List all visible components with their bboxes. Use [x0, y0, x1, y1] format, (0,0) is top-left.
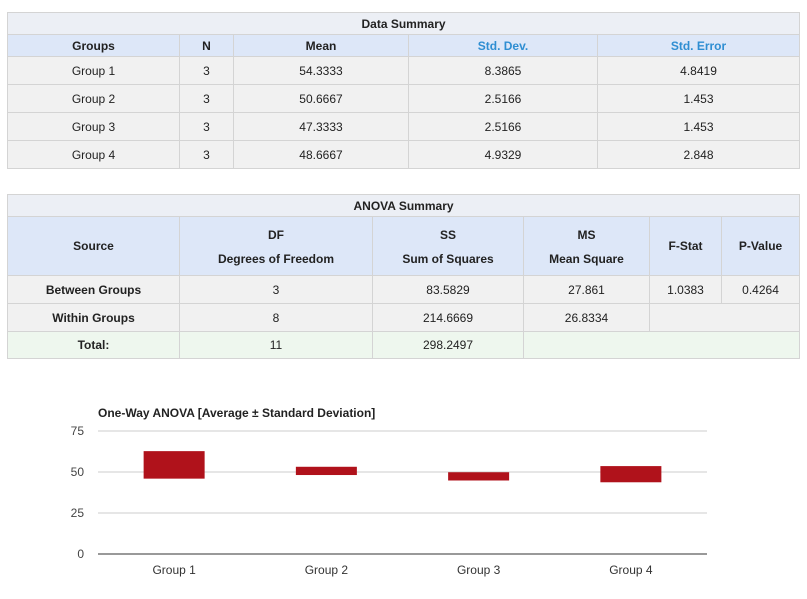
- p-value: 0.4264: [720, 275, 801, 304]
- group-name: Group 3: [7, 112, 180, 141]
- col-header-df: Degrees of Freedom DF: [179, 216, 373, 276]
- between-df: 3: [179, 275, 373, 304]
- col-header-ms: Mean Square MS: [523, 216, 650, 276]
- group-n: 3: [179, 140, 234, 169]
- df-header-top: Degrees of Freedom: [217, 252, 335, 266]
- x-tick-label: Group 4: [609, 563, 653, 577]
- table-row: Group 4 3 48.6667 4.9329 2.848: [7, 140, 801, 169]
- within-ms: 26.8334: [523, 303, 650, 332]
- col-header-groups: Groups: [7, 34, 180, 57]
- empty-cell: [648, 303, 801, 332]
- anova-summary-table: ANOVA Summary Source Degrees of Freedom …: [6, 194, 801, 359]
- group-n: 3: [179, 84, 234, 113]
- bar-group-1[interactable]: [143, 451, 205, 479]
- chart-title: One-Way ANOVA [Average ± Standard Deviat…: [98, 406, 375, 420]
- y-tick-label: 25: [71, 506, 85, 520]
- y-tick-label: 50: [71, 465, 85, 479]
- col-header-std-dev[interactable]: Std. Dev.: [408, 34, 598, 57]
- col-header-std-error[interactable]: Std. Error: [596, 34, 801, 57]
- bar-group-4[interactable]: [600, 466, 662, 483]
- between-ss: 83.5829: [372, 275, 524, 304]
- table-row: Between Groups 3 83.5829 27.861 1.0383 0…: [7, 275, 801, 304]
- between-ms: 27.861: [523, 275, 650, 304]
- group-std-error: 1.453: [596, 112, 801, 141]
- x-tick-label: Group 2: [305, 563, 349, 577]
- bar-group-3[interactable]: [448, 472, 510, 481]
- group-mean: 54.3333: [233, 56, 409, 85]
- table-row: Group 3 3 47.3333 2.5166 1.453: [7, 112, 801, 141]
- group-mean: 48.6667: [233, 140, 409, 169]
- source-label: Between Groups: [7, 275, 180, 304]
- total-ss: 298.2497: [372, 331, 524, 359]
- ms-header-bottom: MS: [577, 228, 596, 242]
- empty-cell: [522, 331, 801, 359]
- total-df: 11: [179, 331, 373, 359]
- col-header-ss: Sum of Squares SS: [372, 216, 524, 276]
- group-n: 3: [179, 56, 234, 85]
- anova-chart: One-Way ANOVA [Average ± Standard Deviat…: [71, 406, 707, 577]
- col-header-mean: Mean: [233, 34, 409, 57]
- col-header-n: N: [179, 34, 234, 57]
- within-df: 8: [179, 303, 373, 332]
- data-summary-title: Data Summary: [6, 12, 801, 35]
- group-std-dev: 8.3865: [408, 56, 598, 85]
- group-std-error: 1.453: [596, 84, 801, 113]
- group-std-dev: 2.5166: [408, 112, 598, 141]
- data-summary-table: Data Summary Groups N Mean Std. Dev. Std…: [6, 12, 801, 169]
- table-row: Within Groups 8 214.6669 26.8334: [7, 303, 801, 332]
- y-tick-label: 0: [77, 547, 84, 561]
- group-std-error: 4.8419: [596, 56, 801, 85]
- table-row: Group 2 3 50.6667 2.5166 1.453: [7, 84, 801, 113]
- ms-header-top: Mean Square: [549, 252, 624, 266]
- col-header-source: Source: [7, 216, 180, 276]
- group-n: 3: [179, 112, 234, 141]
- group-name: Group 2: [7, 84, 180, 113]
- table-row: Total: 11 298.2497: [7, 331, 801, 359]
- ss-header-bottom: SS: [439, 228, 456, 242]
- group-std-dev: 4.9329: [408, 140, 598, 169]
- group-mean: 47.3333: [233, 112, 409, 141]
- group-name: Group 1: [7, 56, 180, 85]
- x-tick-label: Group 3: [457, 563, 501, 577]
- df-header-bottom: DF: [268, 228, 284, 242]
- table-row: Group 1 3 54.3333 8.3865 4.8419: [7, 56, 801, 85]
- x-tick-label: Group 1: [152, 563, 196, 577]
- ss-header-top: Sum of Squares: [402, 252, 494, 266]
- col-header-pvalue: P-Value: [720, 216, 801, 276]
- group-std-dev: 2.5166: [408, 84, 598, 113]
- bar-group-2[interactable]: [295, 466, 357, 476]
- group-name: Group 4: [7, 140, 180, 169]
- within-ss: 214.6669: [372, 303, 524, 332]
- source-label: Within Groups: [7, 303, 180, 332]
- group-std-error: 2.848: [596, 140, 801, 169]
- anova-summary-title: ANOVA Summary: [6, 194, 801, 217]
- f-stat: 1.0383: [649, 275, 722, 304]
- y-tick-label: 75: [71, 424, 85, 438]
- group-mean: 50.6667: [233, 84, 409, 113]
- total-label: Total:: [7, 331, 180, 359]
- col-header-fstat: F-Stat: [649, 216, 722, 276]
